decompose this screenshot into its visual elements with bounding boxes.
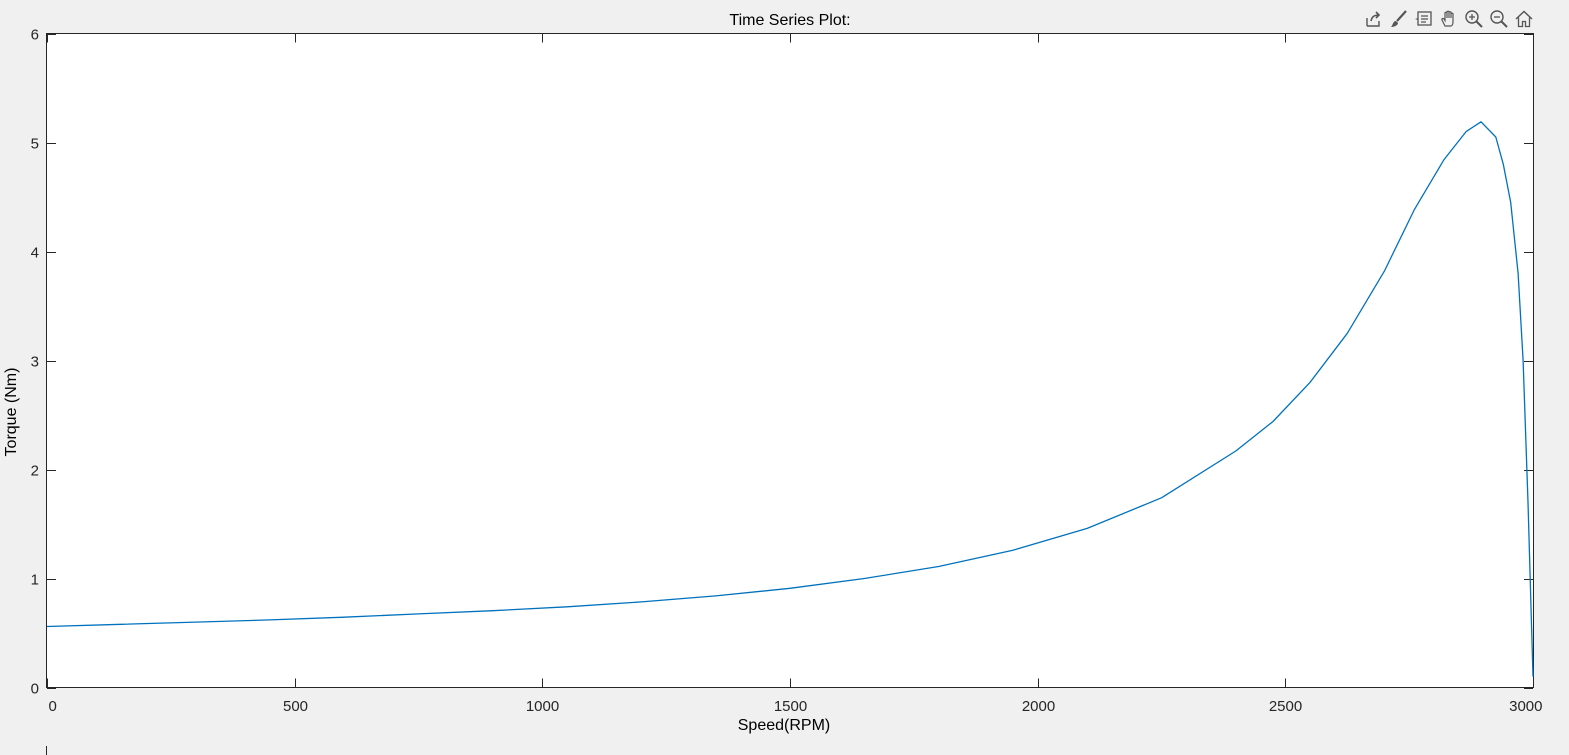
series-line-torque — [46, 121, 1534, 677]
y-tick-label: 4 — [31, 245, 39, 262]
x-tick-label: 1500 — [774, 698, 807, 715]
home-button[interactable] — [1513, 8, 1535, 30]
x-tick-label: 2500 — [1269, 698, 1302, 715]
second-axes-edge — [46, 746, 47, 755]
y-axis-label: Torque (Nm) — [3, 368, 20, 457]
x-axis-label: Speed(RPM) — [738, 717, 830, 734]
zoom-in-icon — [1465, 10, 1483, 28]
x-tick-label: 0 — [49, 698, 57, 715]
datatip-icon — [1415, 11, 1432, 26]
home-icon — [1515, 10, 1533, 28]
zoom-in-button[interactable] — [1463, 8, 1485, 30]
export-icon — [1366, 11, 1381, 27]
plot-area[interactable] — [46, 33, 1534, 688]
x-tick-label: 2000 — [1022, 698, 1055, 715]
y-tick-label: 6 — [31, 27, 39, 44]
y-tick-label: 2 — [31, 463, 39, 480]
y-tick-label: 5 — [31, 136, 39, 153]
pan-icon — [1441, 10, 1454, 27]
y-tick-label: 3 — [31, 354, 39, 371]
brush-button[interactable] — [1388, 8, 1410, 30]
x-tick-label: 1000 — [526, 698, 559, 715]
axes-toolbar — [1363, 7, 1535, 31]
export-button[interactable] — [1363, 8, 1385, 30]
x-tick-label: 3000 — [1509, 698, 1542, 715]
axis-ticks — [47, 33, 1534, 689]
y-tick-label: 1 — [31, 572, 39, 589]
chart-title: Time Series Plot: — [729, 12, 850, 29]
zoom-out-icon — [1490, 10, 1508, 28]
datatip-button[interactable] — [1413, 8, 1435, 30]
y-tick-label: 0 — [31, 681, 39, 698]
y-tick-labels: 0 1 2 3 4 5 6 — [31, 27, 39, 698]
x-tick-labels: 0 500 1000 1500 2000 2500 3000 — [49, 698, 1543, 715]
x-tick-label: 500 — [283, 698, 308, 715]
zoom-out-button[interactable] — [1488, 8, 1510, 30]
brush-icon — [1391, 10, 1407, 27]
pan-button[interactable] — [1438, 8, 1460, 30]
